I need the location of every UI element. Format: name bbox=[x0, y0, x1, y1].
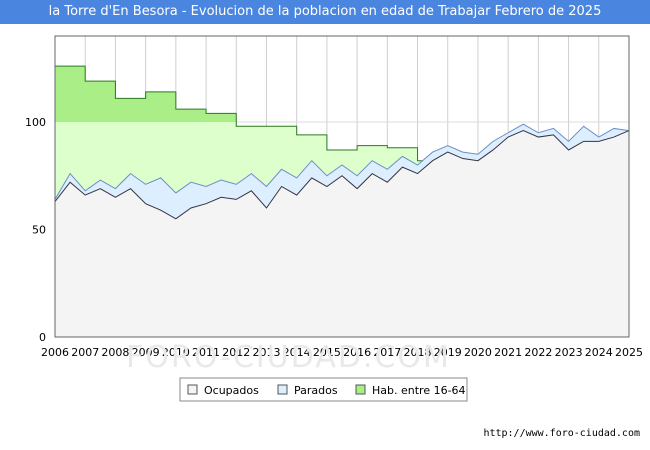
x-tick-label: 2006 bbox=[41, 346, 69, 359]
plot-border bbox=[54, 35, 630, 338]
x-tick-label: 2012 bbox=[222, 346, 250, 359]
x-tick-label: 2023 bbox=[555, 346, 583, 359]
source-link[interactable]: http://www.foro-ciudad.com bbox=[483, 428, 640, 439]
legend-label-ocupados: Ocupados bbox=[204, 384, 259, 397]
x-tick-label: 2018 bbox=[404, 346, 432, 359]
x-tick-label: 2007 bbox=[71, 346, 99, 359]
hab-area-high bbox=[55, 66, 237, 122]
area-series bbox=[54, 65, 630, 338]
chart-canvas: 2006 2007 2008 2009 2010 2011 2012 2013 2014 2015… bbox=[25, 35, 643, 402]
axes: 2006 2007 2008 2009 2010 2011 2012 2013 2014 2015… bbox=[25, 35, 643, 359]
y-tick-label: 0 bbox=[39, 331, 46, 344]
x-tick-label: 2019 bbox=[434, 346, 462, 359]
y-tick-label: 50 bbox=[32, 224, 46, 237]
hab-line bbox=[55, 65, 448, 162]
x-tick-label: 2013 bbox=[252, 346, 280, 359]
y-tick-label: 100 bbox=[25, 116, 46, 129]
x-tick-label: 2011 bbox=[192, 346, 220, 359]
chart-title: la Torre d'En Besora - Evolucion de la p… bbox=[0, 0, 650, 24]
legend-swatch-hab bbox=[355, 384, 366, 395]
legend-label-parados: Parados bbox=[294, 384, 338, 397]
ocupados-area bbox=[55, 130, 629, 337]
x-tick-label: 2008 bbox=[101, 346, 129, 359]
legend: Ocupados Parados Hab. entre 16-64 bbox=[179, 377, 468, 402]
x-tick-label: 2016 bbox=[343, 346, 371, 359]
x-tick-label: 2015 bbox=[313, 346, 341, 359]
ocupados-line bbox=[54, 130, 630, 220]
x-tick-label: 2010 bbox=[162, 346, 190, 359]
x-tick-label: 2021 bbox=[494, 346, 522, 359]
x-tick-label: 2017 bbox=[373, 346, 401, 359]
x-tick-label: 2022 bbox=[524, 346, 552, 359]
x-tick-label: 2014 bbox=[283, 346, 311, 359]
watermark: FORO-CIUDAD.COM bbox=[126, 340, 451, 375]
legend-label-hab: Hab. entre 16-64 bbox=[372, 384, 466, 397]
x-tick-label: 2020 bbox=[464, 346, 492, 359]
legend-swatch-parados bbox=[277, 384, 288, 395]
x-tick-label: 2025 bbox=[615, 346, 643, 359]
parados-line bbox=[54, 123, 630, 200]
x-tick-label: 2009 bbox=[132, 346, 160, 359]
x-tick-label: 2024 bbox=[585, 346, 613, 359]
legend-box bbox=[179, 377, 468, 402]
legend-swatch-ocupados bbox=[187, 384, 198, 395]
